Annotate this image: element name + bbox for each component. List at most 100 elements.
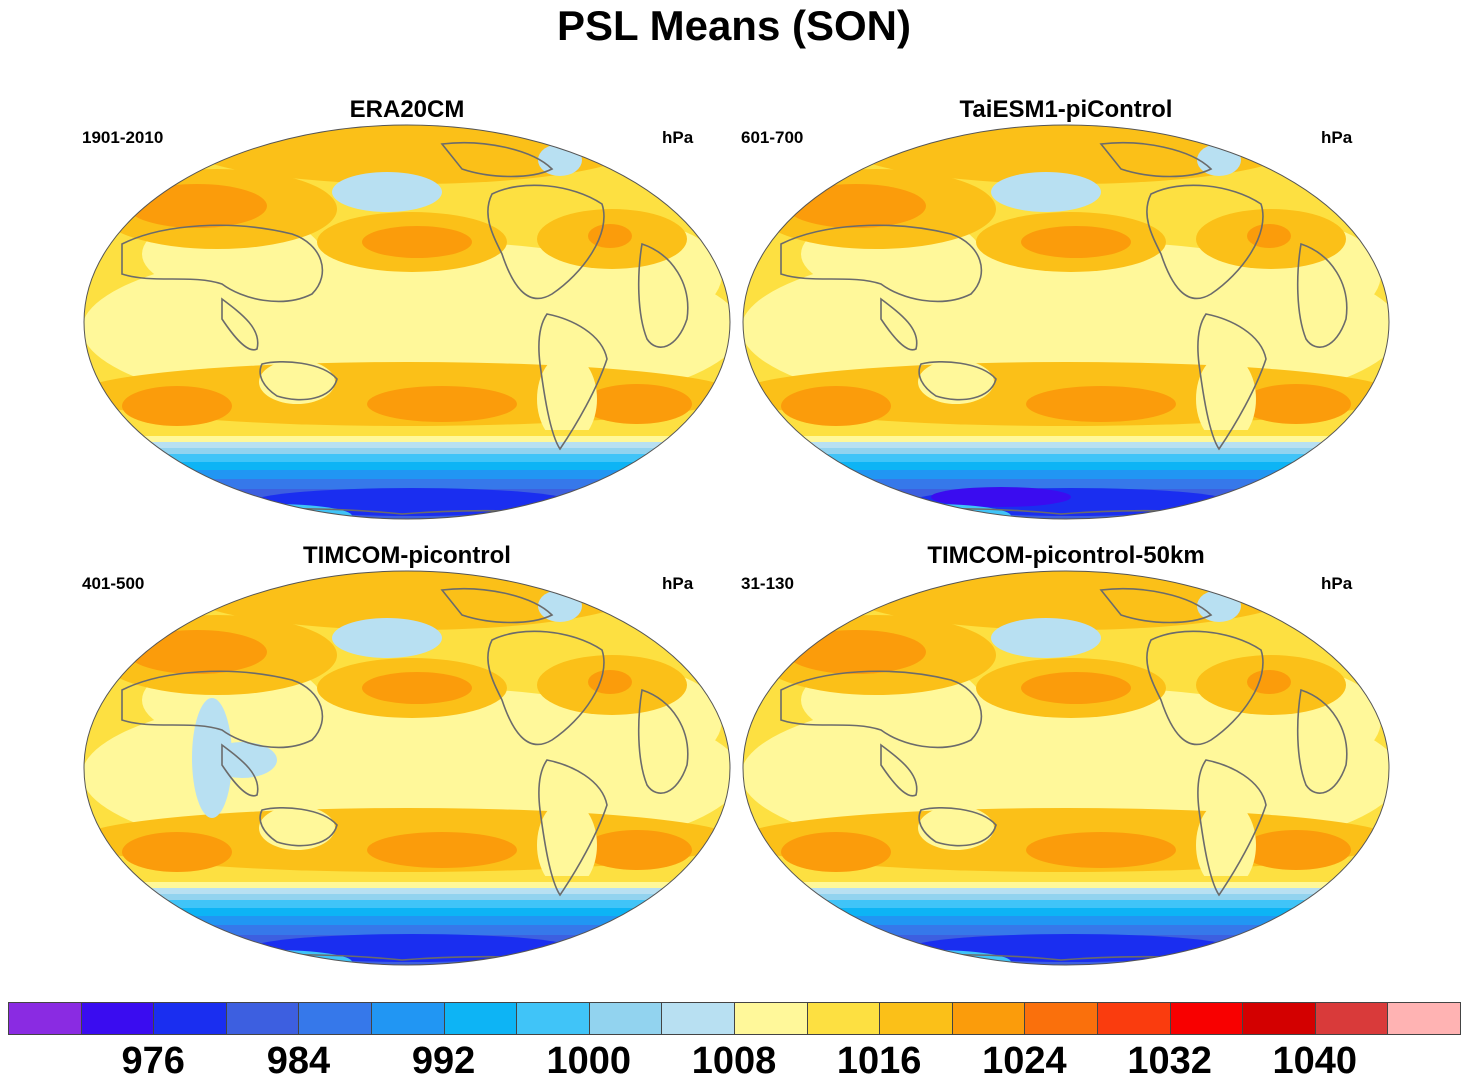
- coastline: [637, 688, 689, 794]
- panel-title: ERA20CM: [349, 96, 465, 123]
- subtropical-high: [588, 224, 632, 248]
- subtropical-high: [1026, 832, 1176, 868]
- subtropical-high: [1026, 386, 1176, 422]
- coastline: [880, 297, 918, 351]
- map-field: [743, 571, 1389, 965]
- southern-ocean-band: [84, 430, 730, 436]
- siberian-high: [127, 184, 267, 228]
- siberian-high: [786, 184, 926, 228]
- circumpolar-trough: [931, 487, 1071, 507]
- subtropical-high: [1247, 224, 1291, 248]
- psl-map: [83, 124, 731, 520]
- subtropical-high: [1021, 226, 1131, 258]
- southern-ocean-band: [743, 894, 1389, 900]
- coastline: [440, 587, 554, 624]
- aleutian-low: [991, 172, 1101, 212]
- colorbar-tick-label: 1016: [836, 1040, 922, 1082]
- southern-ocean-band: [84, 462, 730, 470]
- psl-map: [83, 570, 731, 966]
- colorbar-swatch: [8, 1002, 82, 1035]
- aleutian-low: [332, 172, 442, 212]
- subtropical-high: [781, 832, 891, 872]
- circumpolar-trough: [911, 934, 1231, 962]
- map-field: [84, 125, 730, 519]
- subtropical-high: [362, 226, 472, 258]
- colorbar-tick-label: 1032: [1127, 1040, 1212, 1082]
- subtropical-high: [588, 670, 632, 694]
- southern-ocean-band: [743, 479, 1389, 489]
- colorbar-swatch: [1242, 1002, 1316, 1035]
- continent-low: [537, 800, 597, 890]
- continent-low: [1196, 800, 1256, 890]
- continent-low: [259, 360, 335, 404]
- pressure-band: [841, 125, 1301, 184]
- southern-ocean-band: [84, 908, 730, 916]
- southern-ocean-band: [84, 888, 730, 894]
- colorbar-swatch: [153, 1002, 227, 1035]
- panel-title: TIMCOM-picontrol: [303, 542, 511, 569]
- southern-ocean-band: [84, 925, 730, 935]
- colorbar: [8, 1002, 1461, 1035]
- coastline: [918, 361, 997, 401]
- subtropical-high: [122, 386, 232, 426]
- colorbar-swatch: [1169, 1002, 1244, 1035]
- southern-ocean-band: [84, 882, 730, 888]
- panel-title: TaiESM1-piControl: [959, 96, 1173, 123]
- aleutian-low: [332, 618, 442, 658]
- subtropical-high: [122, 832, 232, 872]
- page-title: PSL Means (SON): [557, 2, 911, 49]
- continent-low: [537, 354, 597, 444]
- coastline: [221, 743, 259, 797]
- southern-ocean-band: [84, 916, 730, 925]
- colorbar-tick-label: 992: [411, 1040, 476, 1082]
- colorbar-swatch: [371, 1002, 445, 1035]
- southern-ocean-band: [743, 916, 1389, 925]
- continent-low: [1196, 354, 1256, 444]
- southern-ocean-band: [743, 908, 1389, 916]
- map-outline: [742, 570, 1390, 966]
- colorbar-swatch: [1024, 1002, 1098, 1035]
- southern-ocean-band: [743, 900, 1389, 908]
- siberian-high: [127, 630, 267, 674]
- southern-ocean-band: [84, 900, 730, 908]
- pressure-band: [182, 571, 642, 630]
- southern-ocean-band: [84, 454, 730, 462]
- coastline: [780, 224, 983, 303]
- antarctic-high: [287, 516, 307, 519]
- coastline: [880, 743, 918, 797]
- subtropical-high: [1241, 830, 1351, 870]
- panel-units: hPa: [1321, 574, 1353, 593]
- coastline: [1099, 141, 1213, 178]
- coastline: [1146, 184, 1264, 300]
- map-panel-era20cm: ERA20CM 1901-2010 hPa: [82, 96, 742, 541]
- colorbar-swatch: [298, 1002, 372, 1035]
- coastline: [121, 224, 324, 303]
- circumpolar-trough: [252, 488, 572, 516]
- coastline: [259, 807, 338, 847]
- coastline: [538, 313, 608, 451]
- southern-ocean-band: [743, 436, 1389, 442]
- southern-ocean-band: [743, 882, 1389, 888]
- colorbar-tick-label: 1024: [982, 1040, 1067, 1082]
- southern-ocean-band: [84, 894, 730, 900]
- colorbar-swatch: [734, 1002, 808, 1035]
- southern-ocean-band: [84, 470, 730, 479]
- panel-title: TIMCOM-picontrol-50km: [927, 542, 1205, 569]
- colorbar-swatch: [806, 1002, 881, 1035]
- subtropical-high: [1021, 672, 1131, 704]
- southern-ocean-band: [743, 888, 1389, 894]
- coastline: [440, 141, 554, 178]
- coastline: [121, 670, 324, 749]
- coastline: [1296, 688, 1348, 794]
- coastline: [487, 184, 605, 300]
- psl-map: [742, 124, 1390, 520]
- map-outline: [742, 124, 1390, 520]
- coastline: [1197, 759, 1267, 897]
- panel-period: 31-130: [741, 574, 794, 593]
- colorbar-swatch: [879, 1002, 953, 1035]
- southern-ocean-band: [743, 470, 1389, 479]
- map-field: [743, 125, 1389, 519]
- coastline: [538, 759, 608, 897]
- coastline: [1146, 630, 1264, 746]
- pressure-band: [182, 125, 642, 184]
